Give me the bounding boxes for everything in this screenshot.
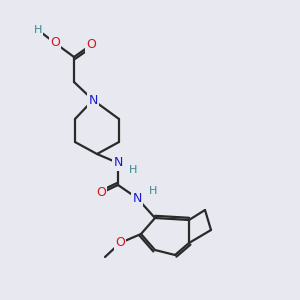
Text: N: N — [113, 157, 123, 169]
Text: O: O — [115, 236, 125, 250]
Text: H: H — [34, 25, 42, 35]
Text: N: N — [132, 191, 142, 205]
Text: O: O — [86, 38, 96, 52]
Text: O: O — [50, 37, 60, 50]
Text: H: H — [149, 186, 157, 196]
Text: O: O — [96, 187, 106, 200]
Text: H: H — [129, 165, 137, 175]
Text: N: N — [88, 94, 98, 106]
